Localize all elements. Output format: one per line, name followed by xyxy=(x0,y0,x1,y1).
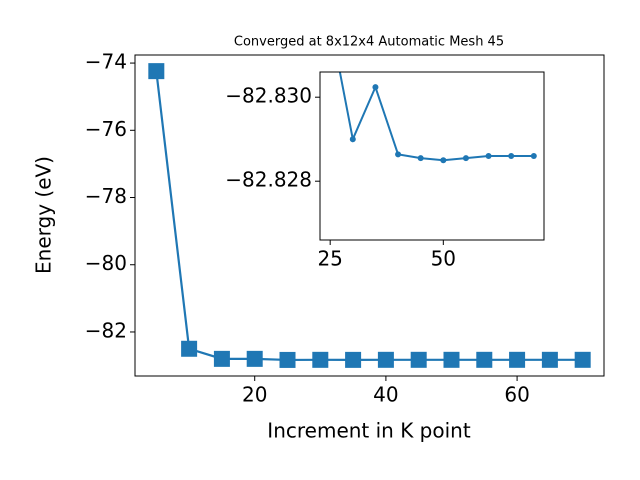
marker xyxy=(213,350,230,367)
marker xyxy=(574,351,591,368)
x-tick-label: 50 xyxy=(431,247,456,271)
marker xyxy=(443,351,460,368)
marker xyxy=(279,351,296,368)
chart-title: Converged at 8x12x4 Automatic Mesh 45 xyxy=(234,35,504,50)
marker xyxy=(312,351,329,368)
marker xyxy=(395,151,402,158)
marker xyxy=(410,351,427,368)
marker xyxy=(417,155,424,162)
x-tick-label: 25 xyxy=(317,247,342,271)
marker xyxy=(508,153,515,159)
marker xyxy=(440,157,447,164)
marker xyxy=(327,19,333,25)
axes-frame xyxy=(319,71,545,241)
marker xyxy=(181,340,198,357)
marker xyxy=(148,63,165,80)
marker xyxy=(485,153,492,159)
y-tick-label: −76 xyxy=(85,117,127,141)
series-group xyxy=(327,19,537,164)
marker xyxy=(530,153,537,159)
line xyxy=(338,72,534,162)
series-group xyxy=(148,63,591,368)
x-axis-label: Increment in K point xyxy=(267,419,471,443)
x-tick-label: 20 xyxy=(242,383,267,407)
y-tick-label: −82.830 xyxy=(225,84,312,108)
marker xyxy=(462,155,469,162)
y-tick-label: −78 xyxy=(85,184,127,208)
y-tick-label: −74 xyxy=(85,50,127,74)
marker xyxy=(345,351,362,368)
marker xyxy=(541,351,558,368)
y-tick-label: −82.828 xyxy=(225,168,312,192)
y-axis-label: Energy (eV) xyxy=(32,156,56,274)
x-tick-label: 40 xyxy=(373,383,398,407)
marker xyxy=(476,351,493,368)
marker xyxy=(377,351,394,368)
y-tick-label: −80 xyxy=(85,251,127,275)
y-tick-label: −82 xyxy=(85,318,127,342)
axes-frame xyxy=(134,54,605,377)
marker xyxy=(246,350,263,367)
marker xyxy=(349,136,356,143)
marker xyxy=(509,351,526,368)
marker xyxy=(372,84,379,91)
x-tick-label: 60 xyxy=(504,383,529,407)
